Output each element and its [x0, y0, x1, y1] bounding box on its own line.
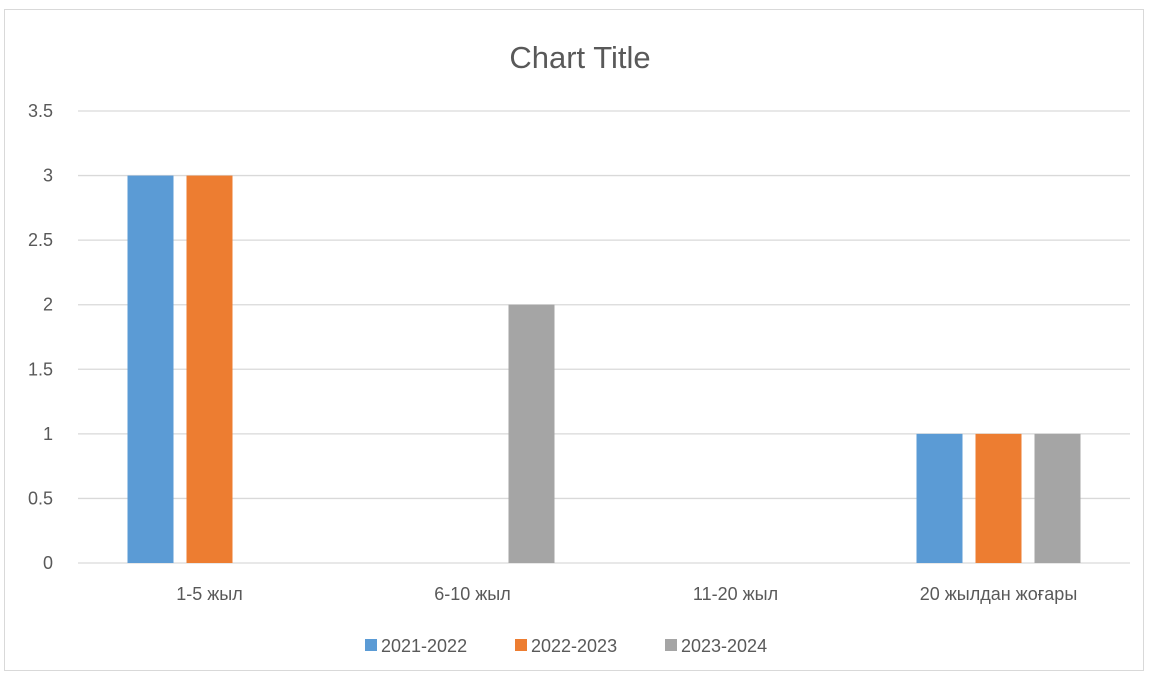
chart-frame: Chart Title 0 0.5 1 1.5 2 2.5 3 3.5 1-5 жыл 6-10…	[4, 9, 1144, 671]
x-tick-label: 6-10 жыл	[434, 584, 511, 604]
y-tick-label: 3.5	[28, 101, 53, 121]
bar-2023-2024-6-10-жыл	[508, 304, 555, 563]
legend-label: 2023-2024	[681, 636, 767, 656]
legend-swatch	[665, 639, 677, 651]
bar-2022-2023-20-жылдан-жоғары	[975, 433, 1022, 563]
bar-chart: Chart Title 0 0.5 1 1.5 2 2.5 3 3.5 1-5 жыл 6-10…	[28, 40, 1130, 656]
y-tick-label: 0	[43, 553, 53, 573]
bar-2021-2022-1-5-жыл	[127, 175, 174, 564]
y-tick-label: 1	[43, 424, 53, 444]
chart-title: Chart Title	[509, 40, 650, 75]
legend-label: 2021-2022	[381, 636, 467, 656]
x-tick-label: 1-5 жыл	[176, 584, 243, 604]
y-tick-label: 0.5	[28, 488, 53, 508]
bar-2023-2024-20-жылдан-жоғары	[1034, 433, 1081, 563]
x-tick-label: 20 жылдан жоғары	[920, 584, 1078, 604]
x-axis-tick-labels: 1-5 жыл 6-10 жыл 11-20 жыл 20 жылдан жоғары	[176, 584, 1077, 604]
x-tick-label: 11-20 жыл	[693, 584, 778, 604]
legend-label: 2022-2023	[531, 636, 617, 656]
legend: 2021-2022 2022-2023 2023-2024	[365, 636, 767, 656]
bar-2022-2023-1-5-жыл	[186, 175, 233, 564]
y-tick-label: 1.5	[28, 359, 53, 379]
legend-swatch	[365, 639, 377, 651]
y-tick-label: 2	[43, 295, 53, 315]
bars	[127, 175, 1081, 564]
y-tick-label: 3	[43, 166, 53, 186]
legend-swatch	[515, 639, 527, 651]
gridlines	[78, 110, 1130, 564]
bar-2021-2022-20-жылдан-жоғары	[916, 433, 963, 563]
y-axis-tick-labels: 0 0.5 1 1.5 2 2.5 3 3.5	[28, 101, 53, 573]
y-tick-label: 2.5	[28, 230, 53, 250]
